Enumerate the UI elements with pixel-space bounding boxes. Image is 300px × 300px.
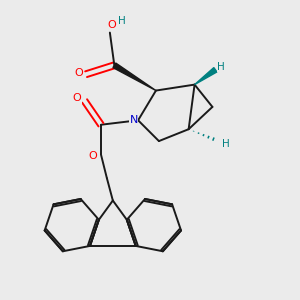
Text: N: N [130, 115, 138, 125]
Text: H: H [218, 62, 225, 72]
Text: O: O [88, 151, 97, 161]
Polygon shape [195, 68, 217, 85]
Text: H: H [118, 16, 126, 26]
Text: O: O [74, 68, 83, 78]
Polygon shape [113, 63, 156, 91]
Text: H: H [222, 139, 230, 149]
Text: O: O [73, 93, 82, 103]
Text: O: O [107, 20, 116, 30]
